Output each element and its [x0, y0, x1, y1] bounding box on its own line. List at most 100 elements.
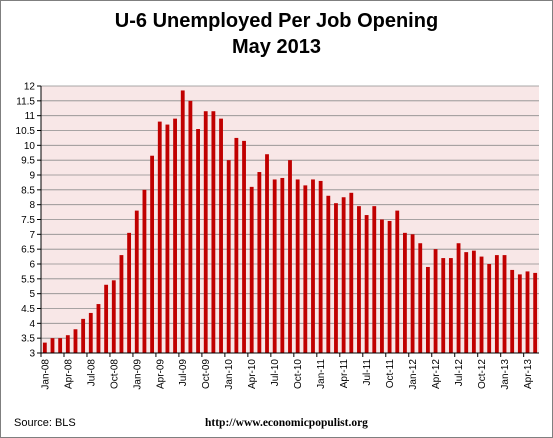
bar — [464, 252, 469, 353]
x-tick-label: Jan-11 — [316, 359, 327, 389]
x-tick-label: Jul-09 — [178, 359, 189, 387]
bar — [180, 90, 185, 353]
bar — [272, 179, 277, 353]
bar — [441, 258, 446, 353]
bar — [42, 342, 47, 353]
x-tick-label: Oct-10 — [293, 359, 304, 389]
bar — [196, 129, 200, 353]
x-tick-label: Jul-08 — [86, 359, 97, 387]
x-tick-label: Apr-08 — [63, 359, 74, 389]
x-tick-label: Oct-12 — [477, 359, 488, 389]
y-tick-label: 10.5 — [16, 126, 36, 137]
y-tick-label: 4.5 — [21, 304, 35, 315]
y-tick-label: 11.5 — [16, 96, 35, 107]
x-tick-label: Oct-08 — [109, 359, 120, 389]
bar — [341, 197, 346, 353]
x-tick-label: Jul-12 — [454, 359, 465, 387]
bar — [142, 189, 147, 353]
x-tick-label: Apr-12 — [431, 359, 442, 389]
bar — [364, 215, 369, 353]
bar — [456, 243, 461, 353]
y-tick-label: 5 — [29, 289, 35, 300]
bar — [173, 118, 177, 353]
bar — [219, 118, 223, 353]
bar — [517, 274, 522, 353]
bar — [134, 210, 139, 353]
bar — [395, 210, 400, 353]
bar — [58, 338, 63, 353]
y-tick-label: 10 — [24, 141, 36, 152]
y-tick-label: 4 — [29, 319, 35, 330]
bar — [226, 160, 231, 353]
x-tick-label: Jul-11 — [362, 359, 373, 386]
bar — [425, 266, 430, 353]
bar — [257, 172, 262, 353]
y-tick-label: 8 — [29, 200, 35, 211]
x-tick-label: Jan-13 — [500, 359, 511, 390]
bar — [326, 195, 331, 353]
y-tick-label: 8.5 — [21, 185, 35, 196]
bar — [50, 338, 55, 353]
bar — [380, 219, 384, 353]
y-tick-label: 9 — [29, 171, 35, 182]
bar — [487, 264, 492, 353]
bar — [494, 255, 499, 353]
bar — [280, 177, 285, 353]
bar — [334, 203, 338, 353]
y-tick-label: 7.5 — [21, 215, 35, 226]
bar — [387, 220, 392, 353]
bar — [211, 111, 216, 353]
bar — [188, 100, 193, 353]
bar — [265, 154, 269, 353]
x-tick-label: Jan-10 — [224, 359, 235, 390]
x-tick-label: Oct-09 — [201, 359, 212, 389]
bar — [73, 329, 78, 353]
bar — [502, 255, 507, 353]
bar — [318, 180, 323, 353]
bar — [111, 280, 116, 353]
x-tick-label: Apr-11 — [339, 359, 350, 389]
bar — [471, 250, 476, 353]
x-tick-label: Apr-13 — [523, 359, 534, 389]
bar — [288, 160, 292, 353]
bar — [249, 186, 254, 353]
bar — [303, 185, 308, 353]
bar — [242, 140, 246, 353]
bar — [433, 249, 438, 353]
y-tick-label: 3.5 — [21, 334, 35, 345]
bar — [372, 206, 377, 353]
source-note: Source: BLS — [14, 417, 76, 429]
x-tick-label: Jan-08 — [40, 359, 51, 390]
y-tick-label: 12 — [24, 82, 36, 93]
bar — [510, 269, 515, 353]
bar — [81, 318, 86, 353]
bar — [349, 192, 354, 353]
y-tick-label: 7 — [29, 230, 35, 241]
y-tick-label: 9.5 — [21, 156, 35, 167]
x-tick-label: Oct-11 — [385, 359, 396, 389]
bar — [357, 206, 361, 353]
bar — [104, 284, 109, 353]
bar — [150, 155, 155, 353]
y-tick-label: 6 — [29, 260, 35, 271]
y-tick-label: 5.5 — [21, 274, 35, 285]
y-tick-label: 6.5 — [21, 245, 35, 256]
bar — [525, 271, 530, 353]
y-tick-label: 3 — [29, 349, 35, 360]
bar — [410, 234, 415, 353]
x-tick-label: Jul-10 — [270, 359, 281, 387]
bar — [533, 272, 538, 353]
bar — [165, 124, 170, 353]
bar — [403, 232, 407, 353]
bar — [418, 243, 423, 353]
x-tick-label: Apr-10 — [247, 359, 258, 389]
bar — [119, 255, 124, 353]
bar — [96, 304, 101, 353]
bar — [157, 121, 162, 353]
chart-title: U-6 Unemployed Per Job Opening — [114, 10, 439, 32]
chart-subtitle: May 2013 — [232, 36, 321, 58]
bar — [295, 179, 300, 353]
bar — [127, 232, 132, 353]
source-url: http://www.economicpopulist.org — [205, 417, 368, 429]
